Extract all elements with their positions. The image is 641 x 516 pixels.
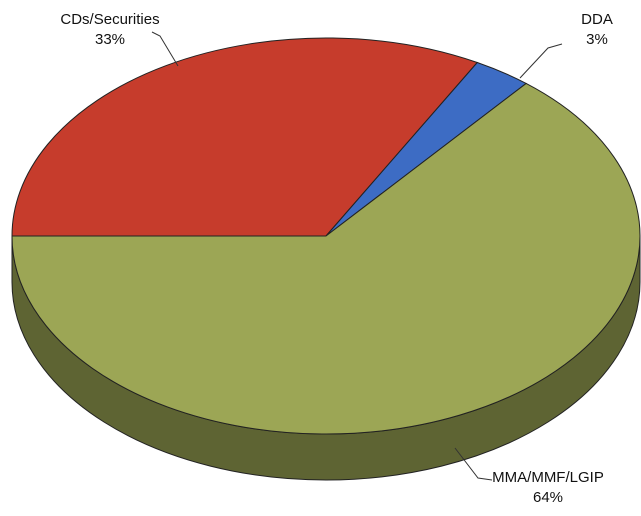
slice-label: DDA [581,11,613,28]
slice-value-label: 33% [95,31,125,48]
leader-line [454,447,493,481]
slice-label: CDs/Securities [60,11,159,28]
leader-line [519,43,563,79]
leader-line [151,31,179,67]
slice-value-label: 64% [533,489,563,506]
slice-value-label: 3% [586,31,608,48]
pie-slice [11,82,641,435]
pie-slice [11,37,479,237]
slice-label: MMA/MMF/LGIP [492,469,604,486]
